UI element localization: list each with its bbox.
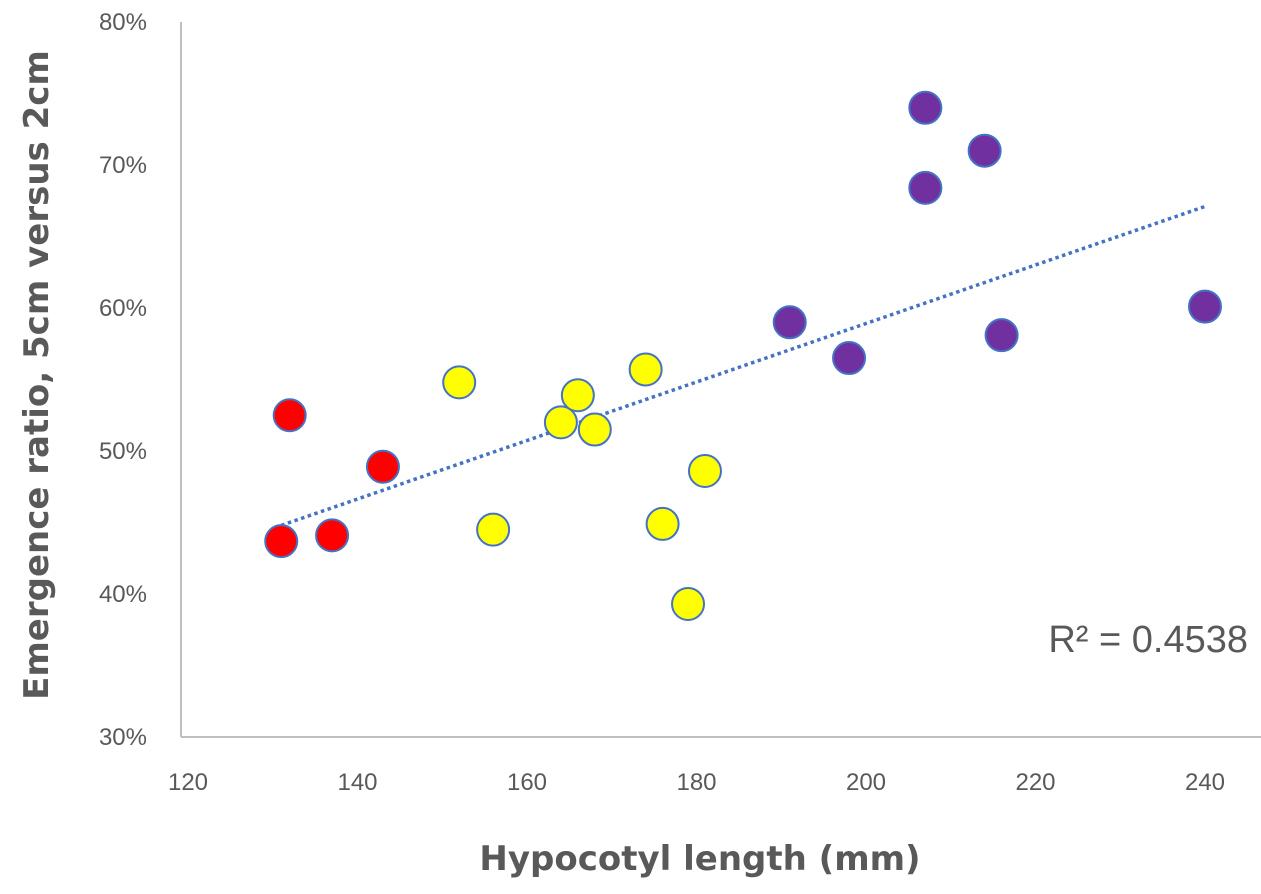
data-point bbox=[628, 352, 663, 387]
axes bbox=[180, 22, 1261, 738]
data-point bbox=[772, 305, 807, 340]
y-tick-labels: 30% 40% 50% 60% 70% 80% bbox=[99, 9, 147, 751]
data-point bbox=[315, 518, 350, 553]
x-tick-label: 160 bbox=[507, 769, 547, 796]
y-tick-label: 80% bbox=[99, 9, 147, 36]
data-point bbox=[967, 133, 1002, 168]
y-tick-label: 30% bbox=[99, 724, 147, 751]
x-axis-title: Hypocotyl length (mm) bbox=[479, 839, 920, 879]
trendline bbox=[280, 204, 1206, 528]
x-tick-label: 180 bbox=[676, 769, 716, 796]
data-point bbox=[442, 365, 477, 400]
data-point bbox=[645, 506, 680, 541]
data-point bbox=[908, 90, 943, 125]
data-points bbox=[264, 90, 1222, 622]
data-point bbox=[984, 318, 1019, 353]
data-point bbox=[687, 454, 722, 489]
y-tick-label: 70% bbox=[99, 152, 147, 179]
data-point bbox=[272, 398, 307, 433]
y-tick-label: 50% bbox=[99, 438, 147, 465]
x-tick-labels: 120 140 160 180 200 220 240 bbox=[168, 769, 1225, 796]
trendline-layer bbox=[280, 204, 1206, 528]
data-point bbox=[476, 512, 511, 547]
data-point bbox=[560, 378, 595, 413]
data-point bbox=[832, 341, 867, 376]
data-point bbox=[671, 587, 706, 622]
y-tick-label: 40% bbox=[99, 581, 147, 608]
y-axis-title: Emergence ratio, 5cm versus 2cm bbox=[17, 50, 57, 700]
data-point bbox=[908, 170, 943, 205]
data-point bbox=[1188, 289, 1222, 324]
y-tick-label: 60% bbox=[99, 295, 147, 322]
x-tick-label: 140 bbox=[337, 769, 377, 796]
data-point bbox=[543, 405, 578, 440]
data-point bbox=[264, 524, 299, 559]
data-point bbox=[577, 412, 612, 447]
x-tick-label: 240 bbox=[1185, 769, 1225, 796]
x-tick-label: 200 bbox=[846, 769, 886, 796]
data-point bbox=[365, 449, 400, 484]
x-tick-label: 220 bbox=[1015, 769, 1055, 796]
r-squared-annotation: R² = 0.4538 bbox=[1048, 619, 1248, 661]
x-tick-label: 120 bbox=[168, 769, 208, 796]
